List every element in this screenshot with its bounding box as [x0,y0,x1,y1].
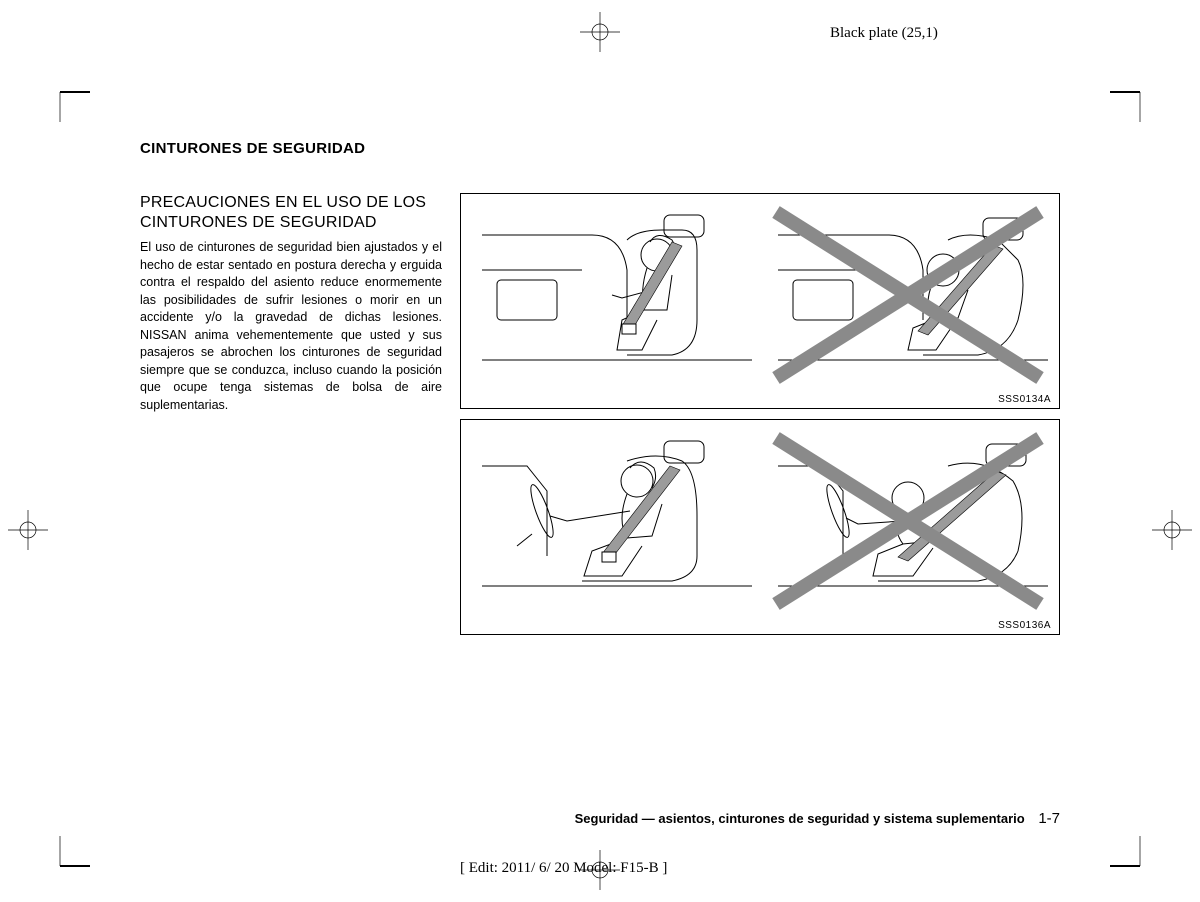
section-title: CINTURONES DE SEGURIDAD [140,140,1060,157]
figure-box-bottom: SSS0136A [460,419,1060,635]
panel-passenger-correct [467,200,757,390]
figure-code-top: SSS0134A [998,394,1051,405]
panel-driver-wrong [763,426,1053,616]
page-footer: Seguridad — asientos, cinturones de segu… [575,810,1060,827]
plate-label: Black plate (25,1) [830,25,938,42]
page-content: CINTURONES DE SEGURIDAD PRECAUCIONES EN … [140,140,1060,645]
edit-label: [ Edit: 2011/ 6/ 20 Model: F15-B ] [460,860,667,877]
body-text: El uso de cinturones de seguridad bien a… [140,239,442,414]
figure-code-bottom: SSS0136A [998,620,1051,631]
figure-box-top: SSS0134A [460,193,1060,409]
footer-page: 1-7 [1038,810,1060,827]
panel-driver-correct [467,426,757,616]
panel-passenger-wrong [763,200,1053,390]
footer-chapter: Seguridad — asientos, cinturones de segu… [575,811,1025,826]
figure-column: SSS0134A [460,193,1060,645]
text-column: PRECAUCIONES EN EL USO DE LOS CINTURONES… [140,193,442,645]
subheading: PRECAUCIONES EN EL USO DE LOS CINTURONES… [140,193,442,233]
